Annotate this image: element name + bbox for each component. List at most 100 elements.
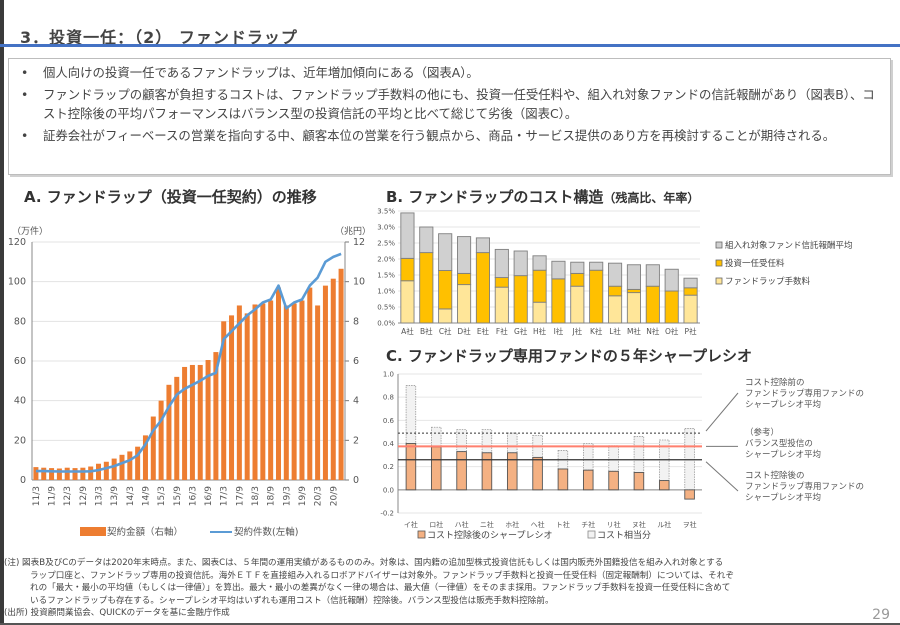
chart-c-title: C. ファンドラップ専用ファンドの５年シャープレシオ xyxy=(386,347,753,365)
page-title: 3．投資一任：（2） ファンドラップ xyxy=(20,28,298,47)
segment-trust-fee xyxy=(457,236,472,274)
x-tick-label: 13/9 xyxy=(110,486,120,506)
x-tick-label: E社 xyxy=(477,326,490,336)
x-tick-label: J社 xyxy=(571,326,582,336)
segment-trust-fee xyxy=(683,277,698,289)
segment-mandate-fee xyxy=(400,257,415,282)
annotation-text: コスト控除後の xyxy=(745,470,805,481)
bar-contract-amount xyxy=(182,366,188,480)
x-tick-label: ヲ社 xyxy=(683,520,697,529)
chart-a: （万件） （兆円） 0 20 40 60 80 100 120 0 2 4 6 8 10 12 11/3 11/9… xyxy=(8,225,370,538)
legend-label: 投資一任受任料 xyxy=(725,258,785,269)
x-tick-label: 16/9 xyxy=(204,486,214,506)
y-tick-label: 1.5% xyxy=(377,272,395,280)
x-tick-label: O社 xyxy=(665,326,679,336)
segment-wrap-fee xyxy=(457,284,472,324)
segment-cost-portion xyxy=(431,426,442,448)
segment-trust-fee xyxy=(532,255,547,271)
segment-cost-portion xyxy=(405,385,417,444)
bottom-rule xyxy=(0,623,900,625)
bullet-dot: • xyxy=(21,87,29,102)
segment-mandate-fee xyxy=(494,277,509,288)
x-tick-label: 15/3 xyxy=(157,486,167,506)
segment-trust-fee xyxy=(475,237,490,254)
bar-contract-amount xyxy=(49,468,55,480)
x-tick-label: L社 xyxy=(609,326,621,336)
bar-contract-amount xyxy=(221,321,227,480)
bullet-item: • 個人向けの投資一任であるファンドラップは、近年増加傾向にある（図表A）。 xyxy=(19,63,880,82)
segment-wrap-fee xyxy=(532,301,547,324)
note-line: (注) 図表B及びCのデータは2020年末時点。また、図表Cは、５年間の運用実績… xyxy=(4,558,724,568)
segment-trust-fee xyxy=(645,264,660,287)
x-tick-label: M社 xyxy=(627,326,641,336)
chart-b: 0.0% 0.5% 1.0% 1.5% 2.0% 2.5% 3.0% 3.5% A社 B社 C社 D社… xyxy=(377,208,852,337)
x-tick-label: 19/3 xyxy=(282,486,292,506)
chart-b-title: B. ファンドラップのコスト構造（残高比、年率） xyxy=(386,186,699,207)
x-tick-label: チ社 xyxy=(581,520,595,529)
bar-contract-amount xyxy=(158,400,164,480)
bar-contract-amount xyxy=(96,463,102,480)
segment-cost-portion xyxy=(633,436,645,473)
segment-mandate-fee xyxy=(589,269,604,324)
x-tick-label: A社 xyxy=(401,326,414,336)
segment-mandate-fee xyxy=(419,252,434,324)
segment-sharpe-after-cost xyxy=(456,451,467,491)
x-tick-label: 11/9 xyxy=(48,486,58,506)
page-left-edge xyxy=(0,0,4,625)
bar-contract-amount xyxy=(135,446,141,480)
note-line: れの「最大・最小の平均値（もしくは一律値）」を算出。最大・最小の差異がなく一律の… xyxy=(30,583,731,594)
bullet-text: ファンドラップの顧客が負担するコストは、ファンドラップ手数料の他にも、投資一任受… xyxy=(43,87,875,121)
x-tick-label: C社 xyxy=(439,326,452,336)
segment-mandate-fee xyxy=(608,285,623,297)
segment-sharpe-after-cost xyxy=(608,470,619,491)
segment-mandate-fee xyxy=(664,290,679,324)
y-tick-label: -0.2 xyxy=(380,510,394,518)
x-tick-label: 19/9 xyxy=(298,486,308,506)
segment-sharpe-after-cost xyxy=(532,456,543,491)
annotation-text: バランス型投信の xyxy=(745,438,813,449)
segment-mandate-fee xyxy=(551,278,566,324)
segment-wrap-fee xyxy=(683,294,698,324)
y-left-tick-label: 40 xyxy=(14,396,26,407)
bar-contract-amount xyxy=(127,451,133,480)
segment-trust-fee xyxy=(400,212,415,259)
segment-sharpe-after-cost xyxy=(405,443,417,491)
legend-swatch xyxy=(715,241,723,249)
bullet-item: • ファンドラップの顧客が負担するコストは、ファンドラップ手数料の他にも、投資一… xyxy=(19,85,880,123)
segment-mandate-fee xyxy=(475,252,490,324)
segment-cost-portion xyxy=(608,445,619,472)
y-tick-label: 2.5% xyxy=(377,240,395,248)
segment-cost-portion xyxy=(583,443,594,471)
x-tick-label: 17/9 xyxy=(235,486,245,506)
segment-wrap-fee xyxy=(438,308,453,324)
bar-contract-amount xyxy=(315,305,321,480)
x-tick-label: 11/3 xyxy=(32,486,42,506)
segment-trust-fee xyxy=(513,250,528,277)
annotation-text: コスト控除前の xyxy=(745,377,805,388)
x-tick-label: F社 xyxy=(496,326,508,336)
x-tick-label: K社 xyxy=(590,326,603,336)
segment-trust-fee xyxy=(589,261,604,271)
note-line: ラップ口座と、ファンドラップ専用の投資信託。海外ＥＴＦを直接組み入れるロボアドバ… xyxy=(30,570,734,581)
segment-mandate-fee xyxy=(683,287,698,296)
y-tick-label: 0.0 xyxy=(383,486,394,494)
segment-mandate-fee xyxy=(513,275,528,324)
y-left-tick-label: 20 xyxy=(14,435,26,446)
legend-label-bar: 契約金額（右軸） xyxy=(107,526,183,538)
bar-contract-amount xyxy=(307,287,313,480)
segment-wrap-fee xyxy=(626,292,641,324)
chart-b-title-main: B. ファンドラップのコスト構造 xyxy=(386,188,604,206)
bar-contract-amount xyxy=(80,467,86,480)
x-tick-label: ニ社 xyxy=(480,520,494,529)
bar-contract-amount xyxy=(322,285,328,480)
legend-swatch xyxy=(715,277,723,285)
x-tick-label: G社 xyxy=(514,326,528,336)
legend-swatch xyxy=(417,530,426,539)
y-tick-label: 3.0% xyxy=(377,224,395,232)
x-tick-label: ヌ社 xyxy=(632,520,646,529)
chart-c: -0.2 0.0 0.2 0.4 0.6 0.8 1.0 イ社 ロ社 ハ社 ニ社 ホ社 ヘ社 ト社 チ社 リ社… xyxy=(380,371,864,542)
bar-contract-amount xyxy=(205,360,211,480)
y-tick-label: 0.4 xyxy=(383,440,395,448)
segment-sharpe-after-cost xyxy=(557,468,569,491)
bullet-text: 個人向けの投資一任であるファンドラップは、近年増加傾向にある（図表A）。 xyxy=(43,65,479,80)
